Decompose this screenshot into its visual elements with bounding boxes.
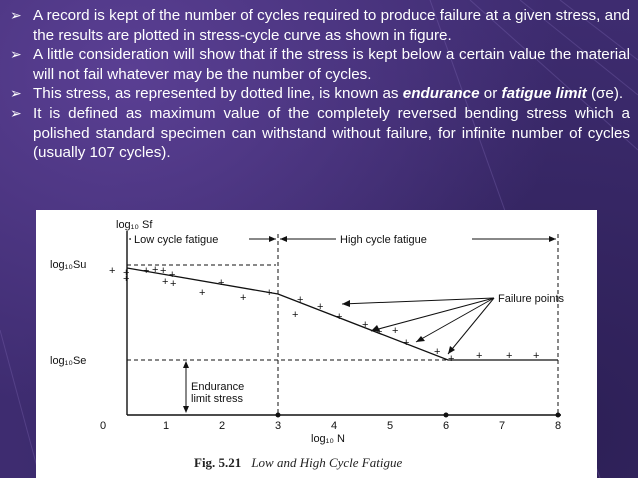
arrow-bullet-icon: ➢ (10, 85, 22, 102)
x-tick-label: 7 (499, 420, 505, 432)
data-point: + (533, 350, 539, 362)
bullet-text: A little consideration will show that if… (33, 46, 630, 83)
bullet-text: (σe). (586, 85, 624, 103)
data-point: + (317, 301, 323, 313)
data-point: + (292, 309, 298, 321)
failure-points: + + + + + + + + + + + + + + + + + + + + (109, 264, 539, 365)
arrow-bullet-icon: ➢ (10, 46, 22, 63)
data-point: + (266, 287, 272, 299)
data-point: + (403, 337, 409, 349)
tick-dot (275, 412, 281, 418)
data-point: + (297, 294, 303, 306)
x-tick-label: 4 (331, 420, 337, 432)
endurance-label-line1: Endurance (191, 381, 244, 393)
arrow-bullet-icon: ➢ (10, 104, 22, 121)
bullet-item: ➢ This stress, as represented by dotted … (6, 84, 630, 104)
bullet-text: A record is kept of the number of cycles… (33, 7, 630, 44)
endurance-label-line2: limit stress (191, 393, 243, 405)
x-tick-label: 2 (219, 420, 225, 432)
x-tick-label: 1 (163, 420, 169, 432)
data-point: + (376, 326, 382, 338)
bullet-item: ➢ A record is kept of the number of cycl… (6, 6, 630, 45)
data-point: + (143, 265, 149, 277)
tick-dot (555, 412, 561, 418)
figure-title: Low and High Cycle Fatigue (251, 455, 403, 470)
x-tick-label: 3 (275, 420, 281, 432)
figure-number: Fig. 5.21 (194, 455, 242, 470)
se-label: log₁₀Se (50, 355, 86, 367)
bullet-text: or (479, 85, 502, 103)
data-point: + (123, 267, 129, 279)
data-point: + (162, 276, 168, 288)
failure-pointer-arrows (341, 297, 495, 355)
x-tick-label: 5 (387, 420, 393, 432)
bullet-item: ➢ A little consideration will show that … (6, 45, 630, 84)
data-point: + (336, 311, 342, 323)
data-point: + (476, 350, 482, 362)
data-point: + (199, 287, 205, 299)
x-axis-label: log₁₀ N (311, 433, 345, 445)
data-point: + (448, 353, 454, 365)
su-label: log₁₀Su (50, 259, 86, 271)
x-tick-label: 8 (555, 420, 561, 432)
failure-points-label: Failure points (498, 293, 565, 305)
tick-dot (443, 412, 449, 418)
bullet-text: It is defined as maximum value of the co… (33, 104, 630, 162)
data-point: + (240, 292, 246, 304)
data-point: + (109, 265, 115, 277)
x-tick-label: 0 (100, 420, 106, 432)
data-point: + (506, 350, 512, 362)
y-axis-label: log₁₀ Sf (116, 219, 153, 231)
data-point: + (434, 346, 440, 358)
data-point: + (152, 264, 158, 276)
data-point: + (160, 265, 166, 277)
sn-curve-figure: log₁₀ Sf log₁₀Su log₁₀Se Low cycle fatig… (36, 210, 597, 478)
data-point: + (170, 278, 176, 290)
term-fatigue-limit: fatigue limit (501, 85, 587, 103)
x-tick-label: 6 (443, 420, 449, 432)
region-low-label: Low cycle fatigue (134, 234, 218, 246)
data-point: + (169, 269, 175, 281)
data-point: + (218, 277, 224, 289)
sn-curve-line (126, 267, 558, 361)
sn-curve-diagram: log₁₀ Sf log₁₀Su log₁₀Se Low cycle fatig… (50, 219, 565, 445)
bullet-text: This stress, as represented by dotted li… (33, 85, 403, 103)
data-point: + (123, 273, 129, 285)
bullet-item: ➢ It is defined as maximum value of the … (6, 104, 630, 163)
data-point: + (362, 319, 368, 331)
arrow-bullet-icon: ➢ (10, 7, 22, 23)
figure-caption: Fig. 5.21 Low and High Cycle Fatigue (194, 455, 402, 471)
data-point: + (392, 325, 398, 337)
region-high-label: High cycle fatigue (340, 234, 427, 246)
bullet-list: ➢ A record is kept of the number of cycl… (6, 6, 630, 163)
term-endurance: endurance (402, 85, 480, 103)
